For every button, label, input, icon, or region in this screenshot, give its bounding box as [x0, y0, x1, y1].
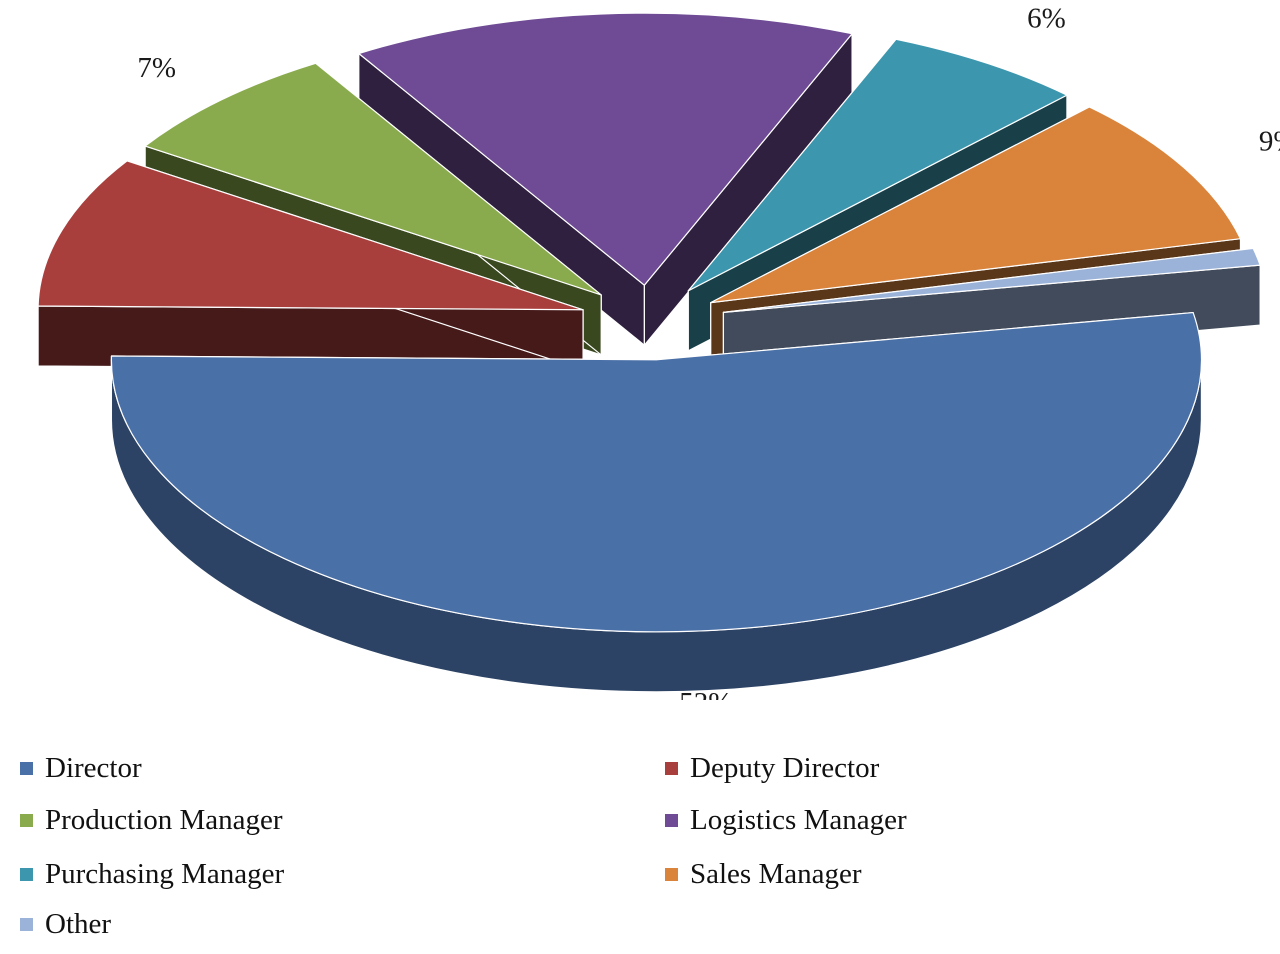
legend-item-production-manager: Production Manager — [20, 800, 283, 840]
legend-label-logistics-manager: Logistics Manager — [690, 803, 907, 836]
legend-item-sales-manager: Sales Manager — [665, 854, 862, 894]
legend-label-production-manager: Production Manager — [45, 803, 283, 836]
pie-slice-director — [110, 311, 1203, 693]
legend-swatch-deputy-director — [665, 761, 678, 775]
legend-item-other: Other — [20, 904, 111, 944]
pie-chart: 53%9%7%15%6%9%1% — [37, 3, 1280, 700]
legend-swatch-logistics-manager — [665, 813, 678, 827]
pie-slice-deputy-director — [37, 160, 584, 371]
legend-swatch-other — [20, 917, 33, 931]
chart-legend: Director Deputy Director Production Mana… — [0, 738, 1280, 948]
legend-label-deputy-director: Deputy Director — [690, 751, 880, 784]
data-label-purchasing-manager: 6% — [1027, 3, 1066, 35]
legend-swatch-production-manager — [20, 813, 33, 827]
data-label-director: 53% — [679, 687, 732, 700]
legend-item-deputy-director: Deputy Director — [665, 748, 879, 788]
data-label-production-manager: 7% — [137, 52, 176, 84]
legend-label-director: Director — [45, 751, 142, 784]
legend-label-purchasing-manager: Purchasing Manager — [45, 857, 285, 890]
legend-swatch-sales-manager — [665, 867, 678, 881]
legend-item-director: Director — [20, 748, 142, 788]
legend-label-other: Other — [45, 907, 112, 940]
legend-item-logistics-manager: Logistics Manager — [665, 800, 907, 840]
legend-swatch-director — [20, 761, 33, 775]
legend-item-purchasing-manager: Purchasing Manager — [20, 854, 284, 894]
data-label-sales-manager: 9% — [1259, 125, 1280, 157]
legend-swatch-purchasing-manager — [20, 867, 33, 881]
legend-label-sales-manager: Sales Manager — [690, 857, 862, 890]
